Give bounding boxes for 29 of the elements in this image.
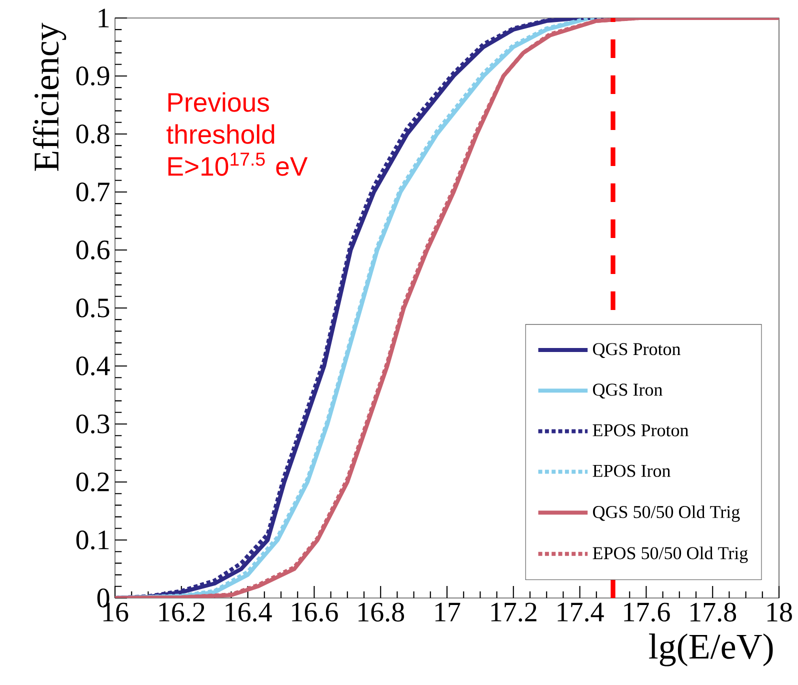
y-tick-label: 0.8 — [76, 124, 110, 144]
x-tick-label: 16.2 — [159, 602, 204, 622]
x-tick-label: 16.8 — [358, 602, 404, 622]
y-tick-label: 0.3 — [76, 414, 110, 434]
legend-label: EPOS Proton — [592, 424, 688, 436]
y-tick-label: 0.5 — [76, 298, 110, 318]
y-tick-label: 0.6 — [76, 240, 110, 260]
x-tick-label: 17.2 — [491, 602, 536, 622]
y-tick-label: 0.7 — [76, 182, 110, 202]
x-tick-label: 17.4 — [558, 602, 604, 622]
y-tick-label: 0.4 — [76, 356, 110, 376]
y-tick-label: 1 — [98, 8, 109, 28]
y-axis-title: Efficiency — [33, 22, 66, 171]
x-tick-label: 17 — [435, 602, 460, 622]
y-tick-label: 0.2 — [76, 472, 109, 492]
y-tick-label: 0.1 — [76, 530, 109, 550]
x-tick-label: 18 — [767, 602, 792, 622]
x-axis-title: lg(E/eV) — [649, 634, 773, 666]
x-tick-label: 17.6 — [624, 602, 670, 622]
legend-label: EPOS Iron — [592, 464, 670, 477]
legend-label: QGS Iron — [593, 384, 662, 399]
x-tick-label: 17.8 — [690, 602, 736, 622]
annotation: Previous threshold E>10$^{17.5}$ eV — [166, 92, 308, 176]
x-tick-label: 16.4 — [226, 602, 272, 622]
legend-label: EPOS 50/50 Old Trig — [592, 546, 748, 563]
legend-label: QGS 50/50 Old Trig — [593, 505, 740, 522]
x-tick-label: 16.6 — [292, 602, 338, 622]
y-tick-label: 0.9 — [76, 66, 110, 86]
legend-label: QGS Proton — [593, 343, 680, 358]
